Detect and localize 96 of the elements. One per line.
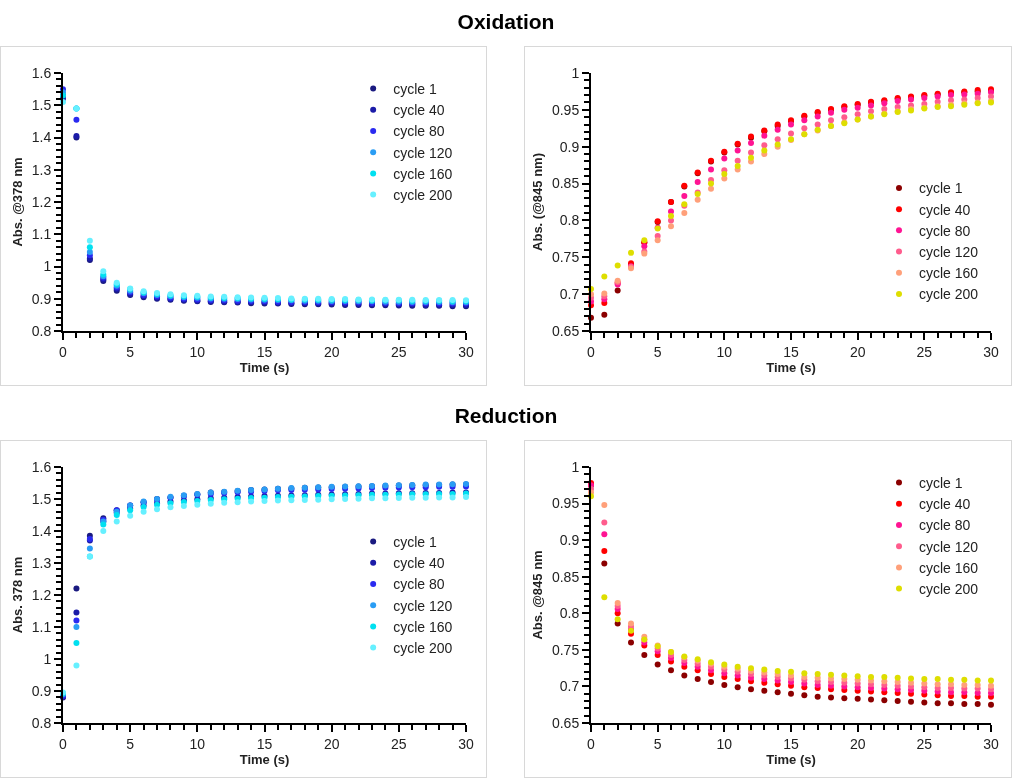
x-tick-label: 5	[653, 343, 662, 360]
legend-label: cycle 120	[393, 144, 453, 161]
y-tick-label: 0.95	[551, 101, 580, 118]
y-tick-label: 0.8	[31, 714, 52, 731]
legend-label: cycle 40	[393, 555, 445, 572]
x-tick-label: 0	[59, 343, 68, 360]
y-tick-label: 1.2	[31, 193, 52, 210]
legend-label: cycle 200	[393, 187, 453, 204]
y-tick-label: 0.9	[559, 138, 580, 155]
legend-label: cycle 80	[919, 517, 971, 534]
x-tick-label: 25	[916, 343, 933, 360]
legend-label: cycle 160	[393, 618, 453, 635]
y-tick-label: 0.7	[559, 678, 580, 695]
y-tick-label: 1.6	[31, 64, 52, 81]
x-tick-label: 20	[849, 735, 866, 752]
y-tick-label: 1.4	[31, 522, 52, 539]
legend-label: cycle 200	[919, 286, 979, 303]
x-tick-label: 25	[916, 735, 933, 752]
x-tick-label: 20	[849, 343, 866, 360]
y-tick-label: 0.9	[559, 532, 580, 549]
x-tick-label: 25	[391, 735, 407, 752]
legend-label: cycle 80	[393, 576, 445, 593]
legend-label: cycle 80	[393, 123, 445, 140]
legend-label: cycle 40	[919, 201, 971, 218]
x-axis-title: Time (s)	[766, 359, 816, 375]
x-axis-title: Time (s)	[239, 751, 290, 767]
y-tick-label: 0.8	[559, 605, 580, 622]
legend-label: cycle 40	[393, 102, 445, 119]
y-tick-label: 0.8	[559, 212, 580, 229]
y-tick-label: 1.1	[31, 226, 52, 243]
legend-label: cycle 120	[393, 597, 453, 614]
x-tick-label: 30	[458, 343, 474, 360]
legend-label: cycle 120	[919, 244, 979, 261]
x-tick-label: 10	[189, 735, 206, 752]
x-tick-label: 30	[458, 735, 474, 752]
x-tick-label: 20	[323, 735, 340, 752]
x-tick-label: 5	[126, 343, 135, 360]
chart-title: Oxidation	[456, 10, 556, 34]
x-tick-label: 5	[653, 735, 662, 752]
x-tick-label: 10	[716, 343, 733, 360]
legend-label: cycle 160	[919, 559, 979, 576]
x-tick-label: 20	[323, 343, 340, 360]
y-tick-label: 1.6	[31, 458, 52, 475]
x-tick-label: 25	[391, 343, 407, 360]
y-tick-label: 1	[571, 64, 580, 81]
legend-label: cycle 160	[393, 165, 453, 182]
y-tick-label: 1.4	[31, 129, 52, 146]
legend-label: cycle 160	[919, 265, 979, 282]
x-tick-label: 0	[587, 343, 596, 360]
y-axis-title: Abs. 378 nm	[10, 556, 26, 634]
y-tick-label: 0.7	[559, 286, 580, 303]
y-tick-label: 0.75	[551, 249, 580, 266]
y-tick-label: 0.9	[31, 290, 52, 307]
legend-label: cycle 80	[919, 222, 971, 239]
x-tick-label: 15	[256, 735, 273, 752]
legend-label: cycle 120	[919, 538, 979, 555]
chart-title: Reduction	[453, 404, 559, 428]
x-tick-label: 0	[59, 735, 68, 752]
y-tick-label: 0.95	[551, 495, 580, 512]
x-axis-title: Time (s)	[239, 359, 290, 375]
y-tick-label: 1	[43, 650, 52, 667]
x-tick-label: 5	[126, 735, 135, 752]
x-axis-title: Time (s)	[766, 751, 816, 767]
y-tick-label: 1	[571, 458, 580, 475]
x-tick-label: 30	[983, 343, 999, 360]
y-tick-label: 1.5	[31, 490, 52, 507]
y-tick-label: 1.5	[31, 97, 52, 114]
legend-label: cycle 1	[919, 475, 963, 492]
y-tick-label: 0.85	[551, 568, 580, 585]
legend-label: cycle 1	[919, 180, 963, 197]
y-tick-label: 1.1	[31, 618, 52, 635]
x-tick-label: 15	[256, 343, 273, 360]
y-tick-label: 0.75	[551, 641, 580, 658]
legend-label: cycle 40	[919, 496, 971, 513]
x-tick-label: 30	[983, 735, 999, 752]
x-tick-label: 0	[587, 735, 596, 752]
y-tick-label: 1.3	[31, 554, 52, 571]
y-tick-label: 0.8	[31, 322, 52, 339]
y-tick-label: 1.2	[31, 586, 52, 603]
x-tick-label: 15	[783, 343, 799, 360]
x-tick-label: 10	[716, 735, 733, 752]
legend-label: cycle 200	[919, 581, 979, 598]
legend-label: cycle 200	[393, 640, 453, 657]
y-tick-label: 0.65	[551, 714, 580, 731]
x-tick-label: 15	[783, 735, 799, 752]
legend-label: cycle 1	[393, 81, 437, 98]
y-tick-label: 1.3	[31, 161, 52, 178]
y-tick-label: 1	[43, 258, 52, 275]
y-axis-title: Abs. (@845 nm)	[530, 153, 546, 251]
y-tick-label: 0.65	[551, 322, 580, 339]
legend-label: cycle 1	[393, 534, 437, 551]
x-tick-label: 10	[189, 343, 206, 360]
y-axis-title: Abs. @845 nm	[530, 550, 546, 640]
y-axis-title: Abs. @378 nm	[10, 157, 26, 247]
y-tick-label: 0.9	[31, 682, 52, 699]
y-tick-label: 0.85	[551, 175, 580, 192]
